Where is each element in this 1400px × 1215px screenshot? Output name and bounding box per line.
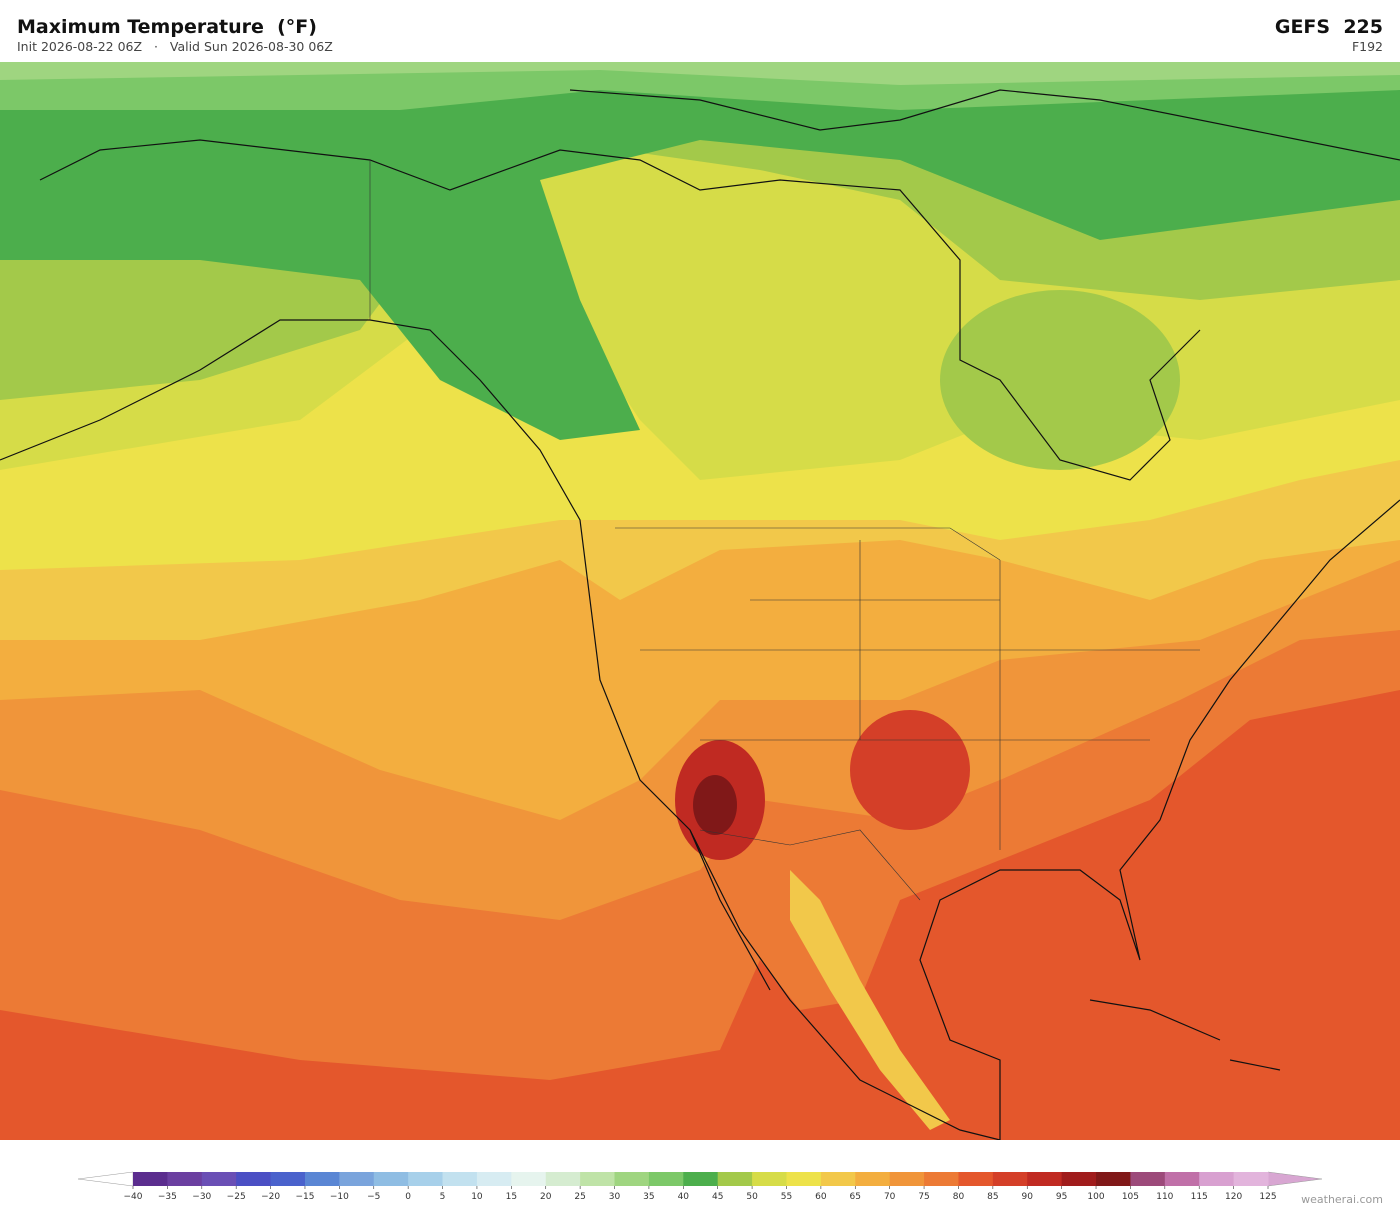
- tick-label: 65: [850, 1192, 861, 1202]
- tick-label: −30: [192, 1192, 211, 1202]
- color-segment: [924, 1172, 959, 1186]
- tick-label: 55: [781, 1192, 792, 1202]
- color-segment: [201, 1172, 237, 1186]
- tick-label: 75: [918, 1192, 929, 1202]
- color-segment: [133, 1172, 168, 1186]
- tick-label: 5: [440, 1192, 446, 1202]
- tick-label: 45: [712, 1192, 723, 1202]
- color-segment: [580, 1172, 616, 1186]
- coastlines: [0, 89, 1400, 1140]
- color-segment: [167, 1172, 203, 1186]
- color-segment: [786, 1172, 822, 1186]
- color-segment: [889, 1172, 925, 1186]
- tick-label: 95: [1056, 1192, 1067, 1202]
- color-segment: [958, 1172, 994, 1186]
- tick-label: 50: [746, 1192, 758, 1202]
- borders: [369, 160, 1200, 901]
- color-segment: [648, 1172, 684, 1186]
- tick-label: −20: [261, 1192, 280, 1202]
- tick-label: −35: [158, 1192, 177, 1202]
- tick-label: 35: [643, 1192, 654, 1202]
- temp-blob: [940, 290, 1180, 470]
- tick-label: 40: [678, 1192, 690, 1202]
- tick-label: 15: [506, 1192, 517, 1202]
- tick-label: 125: [1259, 1192, 1276, 1202]
- temp-band: [0, 62, 1400, 85]
- color-segment: [855, 1172, 891, 1186]
- colorbar: −40 −35 −30 −25 −20 −15 −10 −5 0 5 10 15 20 25 30 35 40 4…: [77, 1171, 1323, 1202]
- tick-label: −10: [330, 1192, 349, 1202]
- tick-label: 120: [1225, 1192, 1242, 1202]
- separator: ·: [153, 39, 158, 54]
- color-segment: [408, 1172, 444, 1186]
- valid-time: Valid Sun 2026-08-30 06Z: [169, 39, 333, 54]
- tick-label: 0: [405, 1192, 411, 1202]
- color-segment: [683, 1172, 719, 1186]
- color-segment: [1164, 1172, 1200, 1186]
- tick-label: 60: [815, 1192, 827, 1202]
- tick-label: 85: [987, 1192, 998, 1202]
- forecast-hour: F192: [1351, 39, 1383, 54]
- color-segment: [1061, 1172, 1097, 1186]
- color-segment: [476, 1172, 512, 1186]
- colorbar-over: [1267, 1171, 1323, 1187]
- map: [0, 62, 1400, 1140]
- color-segment: [1233, 1172, 1269, 1186]
- tick-label: 30: [609, 1192, 621, 1202]
- tick-label: 100: [1087, 1192, 1104, 1202]
- tick-label: 105: [1122, 1192, 1139, 1202]
- color-segment: [614, 1172, 650, 1186]
- tick-label: 10: [471, 1192, 483, 1202]
- credit: weatherai.com: [1301, 1193, 1383, 1206]
- color-segment: [820, 1172, 856, 1186]
- color-segment: [270, 1172, 306, 1186]
- tick-label: 110: [1156, 1192, 1173, 1202]
- tick-label: −40: [124, 1192, 143, 1202]
- title: Maximum Temperature (°F): [17, 16, 317, 38]
- color-segment: [752, 1172, 787, 1186]
- tick-label: −15: [295, 1192, 314, 1202]
- color-segment: [304, 1172, 340, 1186]
- tick-label: −5: [367, 1192, 380, 1202]
- tick-label: 70: [884, 1192, 896, 1202]
- model-name: GEFS 225: [1274, 16, 1383, 38]
- temp-blob: [850, 710, 970, 830]
- color-segment: [1027, 1172, 1063, 1186]
- color-segment: [992, 1172, 1028, 1186]
- color-segment: [545, 1172, 581, 1186]
- temp-blob: [693, 775, 737, 835]
- color-segment: [717, 1172, 753, 1186]
- color-segment: [1130, 1172, 1166, 1186]
- color-segment: [236, 1172, 272, 1186]
- tick-label: 80: [953, 1192, 965, 1202]
- color-segment: [511, 1172, 547, 1186]
- subtitle: Init 2026-08-22 06Z · Valid Sun 2026-08-…: [17, 39, 333, 54]
- tick-label: 90: [1022, 1192, 1034, 1202]
- color-segment: [442, 1172, 478, 1186]
- tick-label: 115: [1191, 1192, 1208, 1202]
- colorbar-under: [77, 1171, 134, 1187]
- tick-label: 20: [540, 1192, 552, 1202]
- temp-band: [0, 62, 1400, 440]
- color-segment: [339, 1172, 375, 1186]
- tick-label: −25: [227, 1192, 246, 1202]
- color-segment: [373, 1172, 409, 1186]
- color-segment: [1096, 1172, 1131, 1186]
- temp-blob: [790, 870, 950, 1130]
- color-segment: [1199, 1172, 1235, 1186]
- init-time: Init 2026-08-22 06Z: [17, 39, 143, 54]
- tick-label: 25: [574, 1192, 585, 1202]
